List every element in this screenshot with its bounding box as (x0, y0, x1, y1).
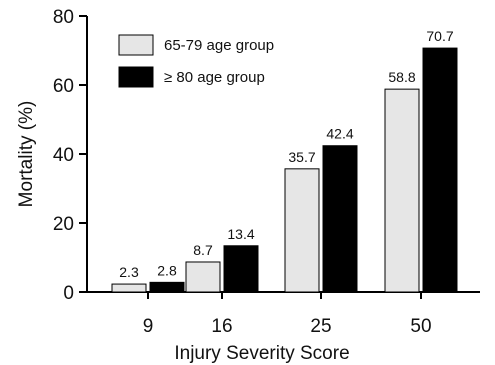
data-label: 2.3 (119, 264, 139, 280)
y-tick-label: 40 (53, 145, 74, 166)
x-tick-label: 16 (211, 316, 232, 337)
bar-series-1 (111, 283, 147, 293)
legend: 65-79 age group ≥ 80 age group (118, 34, 274, 88)
x-tick-label: 50 (410, 316, 431, 337)
bar-series-1 (185, 261, 221, 293)
bar-series-2 (322, 145, 358, 293)
y-tick-label: 20 (53, 214, 74, 235)
data-label: 58.8 (388, 69, 415, 85)
y-tick-label: 0 (63, 283, 74, 304)
bar-series-2 (422, 47, 458, 293)
bars: 2.3 8.7 35.7 58.8 2.8 13.4 42.4 70.7 (111, 28, 458, 293)
legend-swatch-2 (118, 66, 154, 88)
bar-series-1 (284, 168, 320, 293)
y-tick-label: 80 (53, 7, 74, 28)
x-axis-title: Injury Severity Score (174, 343, 349, 364)
data-label: 42.4 (326, 126, 353, 142)
y-axis-title: Mortality (%) (16, 101, 37, 208)
bar-series-2 (223, 245, 259, 293)
bar-series-1 (384, 88, 420, 293)
x-tick-label: 9 (143, 316, 154, 337)
data-label: 35.7 (288, 149, 315, 165)
data-label: 70.7 (426, 28, 453, 44)
data-label: 8.7 (193, 242, 213, 258)
x-tick-label: 25 (310, 316, 331, 337)
bar-series-2 (149, 281, 185, 293)
legend-label-1: 65-79 age group (164, 37, 274, 54)
data-label: 13.4 (227, 226, 254, 242)
data-label: 2.8 (157, 262, 177, 278)
legend-label-2: ≥ 80 age group (164, 69, 265, 86)
y-tick-label: 60 (53, 76, 74, 97)
legend-swatch-1 (118, 34, 154, 56)
x-axis: 9 16 25 50 (87, 291, 480, 337)
y-axis: 0 20 40 60 80 (53, 7, 88, 304)
